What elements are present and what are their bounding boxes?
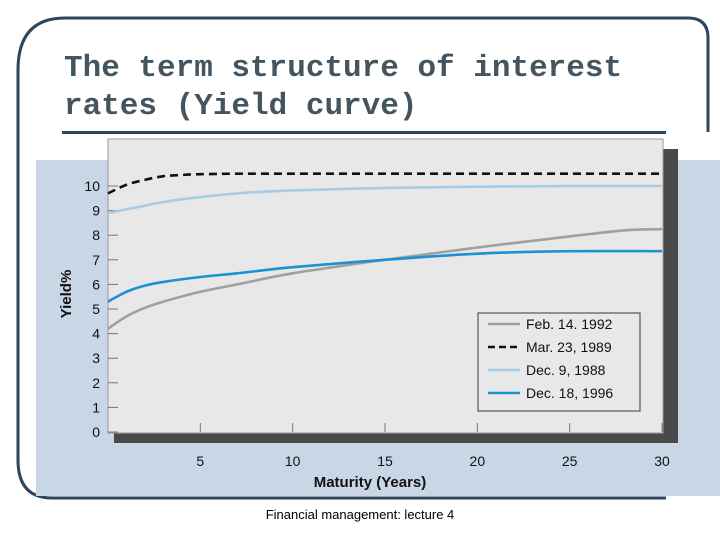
legend-label: Feb. 14. 1992: [526, 316, 613, 332]
x-tick-label: 15: [377, 453, 393, 469]
legend: Feb. 14. 1992 Mar. 23, 1989 Dec. 9, 1988 De…: [477, 312, 641, 412]
series-layer: [107, 172, 663, 330]
y-tick-label: 3: [92, 350, 100, 366]
x-tick-label: 20: [470, 453, 486, 469]
y-tick-label: 1: [92, 399, 100, 415]
x-axis-label: Maturity (Years): [314, 474, 427, 491]
x-tick-label: 25: [562, 453, 578, 469]
legend-label: Dec. 18, 1996: [526, 385, 613, 401]
series-line: [107, 227, 663, 330]
x-tick-label: 5: [196, 453, 204, 469]
y-axis: 0 1 2 3 4 5 6 7 8 9 10: [84, 178, 118, 440]
x-axis: 5 10 15 20 25 30: [196, 423, 670, 469]
legend-label: Dec. 9, 1988: [526, 362, 606, 378]
y-tick-label: 7: [92, 252, 100, 268]
series-line: [107, 184, 663, 215]
y-tick-label: 0: [92, 424, 100, 440]
y-tick-label: 2: [92, 375, 100, 391]
legend-label: Mar. 23, 1989: [526, 339, 612, 355]
slide-footer: Financial management: lecture 4: [265, 507, 455, 522]
slide-title: The term structure of interest rates (Yi…: [64, 51, 623, 124]
y-tick-label: 9: [92, 203, 100, 219]
series-line: [107, 249, 663, 303]
x-tick-label: 30: [654, 453, 670, 469]
series-line: [107, 172, 662, 195]
y-tick-label: 5: [92, 301, 100, 317]
x-tick-label: 10: [285, 453, 301, 469]
legend-box: [477, 312, 641, 412]
y-tick-label: 4: [92, 326, 100, 342]
y-tick-label: 8: [92, 227, 100, 243]
y-tick-label: 6: [92, 276, 100, 292]
title-rule: [62, 131, 666, 134]
y-axis-label: Yield%: [58, 270, 75, 319]
y-tick-label: 10: [84, 178, 100, 194]
